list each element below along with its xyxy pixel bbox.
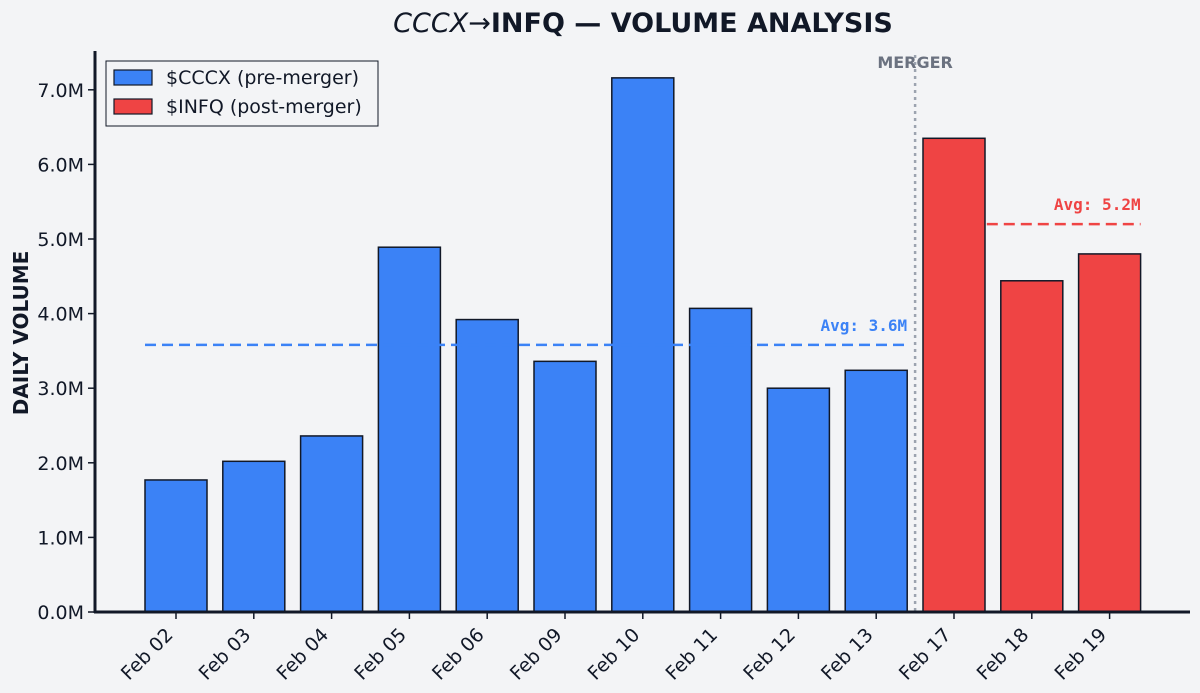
x-tick-label: Feb 19 <box>1050 624 1111 685</box>
title-rest: INFQ — VOLUME ANALYSIS <box>491 8 893 39</box>
bar-cccx-feb-11 <box>688 307 753 613</box>
x-tick-label: Feb 12 <box>739 624 800 685</box>
merger-marker: MERGER <box>877 53 953 612</box>
x-axis-ticks: Feb 02 Feb 03 Feb 04 Feb 05 Feb 06 Feb 09 Feb … <box>117 612 1111 685</box>
bar-cccx-feb-12 <box>766 387 831 613</box>
x-tick-label: Feb 18 <box>973 624 1034 685</box>
average-lines: Avg: 3.6M Avg: 5.2M <box>145 195 1141 347</box>
y-tick-label: 5.0M <box>37 229 84 251</box>
average-label-infq: Avg: 5.2M <box>1054 195 1141 214</box>
bars-group <box>144 77 1142 613</box>
y-tick-label: 7.0M <box>37 80 84 102</box>
y-tick-label: 1.0M <box>37 527 84 549</box>
legend-label-cccx: $CCCX (pre-merger) <box>166 67 359 89</box>
x-tick-label: Feb 03 <box>195 624 256 685</box>
x-tick-label: Feb 17 <box>895 624 956 685</box>
y-axis-ticks: 0.0M 1.0M 2.0M 3.0M 4.0M 5.0M 6.0M 7.0M <box>37 80 95 624</box>
x-tick-label: Feb 06 <box>428 624 489 685</box>
x-tick-label: Feb 09 <box>506 624 567 685</box>
legend-label-infq: $INFQ (post-merger) <box>166 96 362 118</box>
bar-cccx-feb-03 <box>222 460 286 613</box>
x-tick-label: Feb 13 <box>817 624 878 685</box>
title-arrow: → <box>468 8 491 39</box>
merger-label: MERGER <box>877 53 953 72</box>
legend-swatch-infq <box>113 98 153 115</box>
x-tick-label: Feb 05 <box>350 624 411 685</box>
title-ticker-old: CCCX <box>393 8 469 39</box>
bar-cccx-feb-09 <box>533 360 597 613</box>
y-tick-label: 2.0M <box>37 453 84 475</box>
bar-cccx-feb-04 <box>299 435 364 613</box>
x-tick-label: Feb 04 <box>272 624 333 685</box>
y-tick-label: 0.0M <box>37 602 84 624</box>
bar-cccx-feb-13 <box>844 369 908 613</box>
bar-infq-feb-18 <box>1000 280 1064 613</box>
y-tick-label: 4.0M <box>37 304 84 326</box>
average-label-cccx: Avg: 3.6M <box>820 316 907 335</box>
bar-infq-feb-17 <box>922 137 986 613</box>
y-tick-label: 6.0M <box>37 154 84 176</box>
bar-infq-feb-19 <box>1077 253 1142 613</box>
y-axis-label: DAILY VOLUME <box>9 251 33 416</box>
legend-swatch-cccx <box>113 69 153 86</box>
bar-cccx-feb-06 <box>455 318 519 613</box>
x-tick-label: Feb 02 <box>117 624 178 685</box>
bar-cccx-feb-02 <box>144 479 208 613</box>
legend: $CCCX (pre-merger) $INFQ (post-merger) <box>105 60 379 127</box>
x-tick-label: Feb 10 <box>584 624 645 685</box>
bar-cccx-feb-05 <box>377 246 442 613</box>
chart-title: CCCX→INFQ — VOLUME ANALYSIS <box>393 8 893 39</box>
x-tick-label: Feb 11 <box>661 624 722 685</box>
y-tick-label: 3.0M <box>37 378 84 400</box>
